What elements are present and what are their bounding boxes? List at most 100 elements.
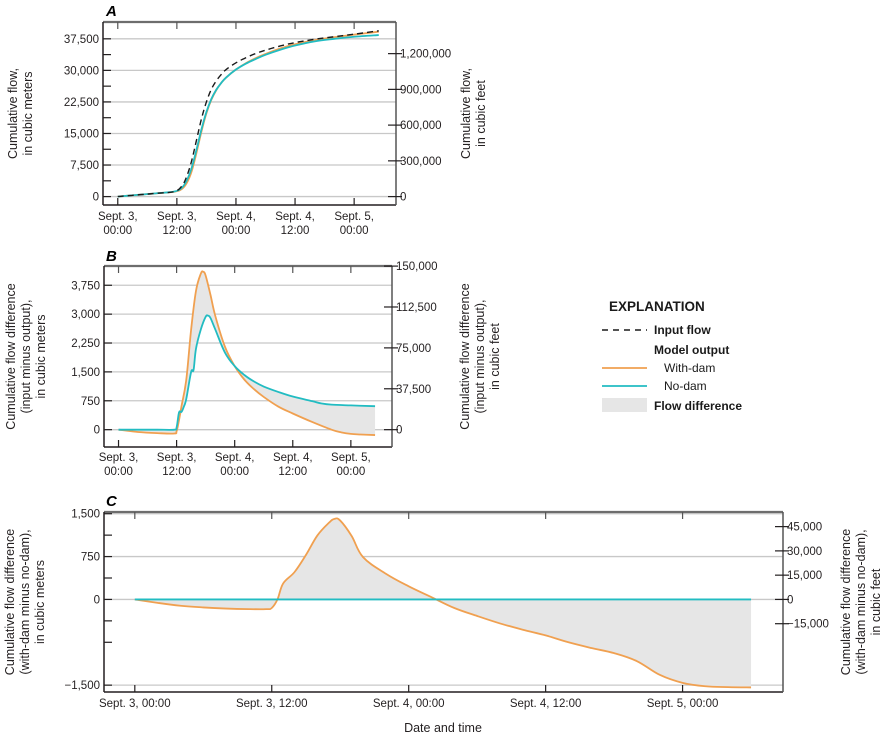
panel-a-x-axis: Sept. 3, 00:00 Sept. 3, 12:00 Sept. 4, 00:00 S… bbox=[98, 22, 374, 237]
x-tick-label: Sept. 3, 12:00 bbox=[236, 698, 308, 710]
y-tick-label-left: 1,500 bbox=[71, 367, 100, 379]
y-axis-title-left: in cubic meters bbox=[21, 71, 35, 155]
x-tick-label: Sept. 3, bbox=[157, 452, 197, 464]
x-tick-label: Sept. 5, bbox=[334, 211, 374, 223]
x-tick-label: 00:00 bbox=[103, 225, 132, 237]
y-tick-label-left: 7,500 bbox=[70, 160, 99, 172]
panel-a-grid bbox=[103, 38, 396, 198]
y-tick-label-left: 750 bbox=[81, 552, 100, 564]
panel-c-y-axis-right: −15,000 0 15,000 30,000 45,000 bbox=[775, 522, 829, 631]
y-tick-label-left: 0 bbox=[94, 425, 100, 437]
y-tick-label-left: 3,000 bbox=[71, 309, 100, 321]
x-tick-label: 00:00 bbox=[104, 466, 133, 478]
y-tick-label-left: 15,000 bbox=[64, 128, 99, 140]
panel-c-y-title-left: Cumulative flow difference (with-dam minu… bbox=[3, 529, 47, 675]
y-axis-title-right: Cumulative flow difference bbox=[839, 529, 853, 675]
x-tick-label: Sept. 4, bbox=[273, 452, 313, 464]
x-tick-label: Sept. 3, bbox=[99, 452, 139, 464]
y-tick-label-right: 150,000 bbox=[396, 261, 438, 273]
panel-c-fills bbox=[134, 518, 752, 688]
x-tick-label: Sept. 5, bbox=[331, 452, 371, 464]
y-tick-label-right: 0 bbox=[787, 594, 793, 606]
panel-a-y-title-left: Cumulative flow, in cubic meters bbox=[6, 68, 35, 159]
y-axis-title-right: in cubic feet bbox=[869, 568, 883, 635]
y-tick-label-right: −15,000 bbox=[787, 619, 829, 631]
x-tick-label: 12:00 bbox=[162, 225, 191, 237]
x-tick-label: 00:00 bbox=[220, 466, 249, 478]
y-axis-title-right: Cumulative flow difference bbox=[458, 283, 472, 429]
x-tick-label: Sept. 4, bbox=[216, 211, 256, 223]
x-tick-label: 12:00 bbox=[281, 225, 310, 237]
panel-c-frame bbox=[103, 510, 784, 693]
y-tick-label-right: 112,500 bbox=[396, 302, 437, 314]
panel-b-x-axis: Sept. 3, 00:00 Sept. 3, 12:00 Sept. 4, 00:00 S… bbox=[99, 266, 371, 478]
legend-model-output-label: Model output bbox=[654, 343, 729, 357]
panel-b: B Sept. 3, 00:00 Sept. 3, 12:00 Sept. 4, 00:0… bbox=[4, 248, 502, 478]
y-tick-label-right: 30,000 bbox=[787, 546, 822, 558]
legend-flow-difference-swatch bbox=[602, 398, 647, 412]
y-tick-label-left: 0 bbox=[94, 594, 100, 606]
legend-input-flow-label: Input flow bbox=[654, 323, 711, 337]
x-tick-label: Sept. 3, bbox=[157, 211, 197, 223]
panel-c-x-axis: Sept. 3, 00:00 Sept. 3, 12:00 Sept. 4, 00:… bbox=[99, 512, 718, 710]
y-tick-label-left: 2,250 bbox=[71, 338, 100, 350]
legend-no-dam-label: No-dam bbox=[664, 379, 707, 393]
x-tick-label: 12:00 bbox=[278, 466, 307, 478]
panel-a-lines bbox=[117, 30, 379, 198]
x-tick-label: 00:00 bbox=[340, 225, 369, 237]
y-tick-label-left: 1,500 bbox=[71, 509, 100, 521]
y-tick-label-left: 22,500 bbox=[64, 97, 99, 109]
y-tick-label-right: 0 bbox=[396, 425, 402, 437]
y-axis-title-right: (input minus output), bbox=[473, 300, 487, 414]
panel-b-label: B bbox=[106, 248, 117, 265]
panel-c-label: C bbox=[106, 493, 118, 510]
panel-c: C Sept. 3, 00:00 Sept. 3, 12:00 Sept. 4, 0… bbox=[3, 493, 883, 710]
panel-b-y-title-left: Cumulative flow difference (input minus o… bbox=[4, 283, 48, 429]
y-axis-title-right: (with-dam minus no-dam), bbox=[854, 529, 868, 674]
panel-b-y-axis-right: 0 37,500 75,000 112,500 150,000 bbox=[384, 261, 438, 437]
y-axis-title-right: Cumulative flow, bbox=[459, 68, 473, 159]
y-axis-title-left: in cubic meters bbox=[34, 314, 48, 398]
x-tick-label: Sept. 4, 00:00 bbox=[373, 698, 445, 710]
series-line-input-flow-a bbox=[117, 30, 379, 198]
flow-difference-area-c bbox=[134, 518, 752, 688]
panel-c-y-title-right: Cumulative flow difference (with-dam minu… bbox=[839, 529, 883, 675]
panel-b-y-title-right: Cumulative flow difference (input minus o… bbox=[458, 283, 502, 429]
panel-a-frame bbox=[102, 20, 397, 206]
x-tick-label: Sept. 5, 00:00 bbox=[647, 698, 719, 710]
legend: EXPLANATION Input flow Model output With… bbox=[602, 299, 742, 413]
y-axis-title-left: (input minus output), bbox=[19, 300, 33, 414]
panel-a-y-axis-right: 0 300,000 600,000 900,000 1,200,000 bbox=[388, 49, 451, 204]
y-axis-title-left: Cumulative flow, bbox=[6, 68, 20, 159]
x-tick-label: 12:00 bbox=[162, 466, 191, 478]
legend-with-dam-label: With-dam bbox=[664, 361, 715, 375]
x-axis-title: Date and time bbox=[404, 721, 482, 735]
y-tick-label-right: 300,000 bbox=[400, 156, 442, 168]
y-tick-label-right: 0 bbox=[400, 192, 406, 204]
y-tick-label-right: 15,000 bbox=[787, 570, 822, 582]
x-tick-label: Sept. 3, bbox=[98, 211, 138, 223]
series-line-no-dam-a bbox=[117, 34, 379, 198]
y-axis-title-left: in cubic meters bbox=[33, 560, 47, 644]
series-line-with-dam-b bbox=[118, 270, 376, 436]
x-tick-label: 00:00 bbox=[222, 225, 251, 237]
legend-flow-difference-label: Flow difference bbox=[654, 399, 742, 413]
y-tick-label-left: −1,500 bbox=[65, 680, 101, 692]
x-tick-label: Sept. 3, 00:00 bbox=[99, 698, 171, 710]
panel-a-y-title-right: Cumulative flow, in cubic feet bbox=[459, 68, 488, 159]
x-tick-label: Sept. 4, 12:00 bbox=[510, 698, 582, 710]
panel-a: A Sept. 3, 00:00 Sept. 3, 12:00 Sept. 4, 00:0… bbox=[6, 3, 488, 237]
panel-b-fills bbox=[118, 271, 376, 436]
series-line-no-dam-b bbox=[118, 314, 376, 431]
y-tick-label-right: 45,000 bbox=[787, 522, 822, 534]
y-tick-label-left: 3,750 bbox=[71, 280, 100, 292]
y-tick-label-left: 30,000 bbox=[64, 65, 99, 77]
legend-title: EXPLANATION bbox=[609, 299, 705, 314]
y-tick-label-right: 37,500 bbox=[396, 384, 431, 396]
y-axis-title-left: Cumulative flow difference bbox=[3, 529, 17, 675]
y-tick-label-right: 1,200,000 bbox=[400, 49, 451, 61]
panel-c-y-axis-left: −1,500 0 750 1,500 bbox=[65, 509, 112, 692]
y-tick-label-right: 900,000 bbox=[400, 84, 442, 96]
x-tick-label: 00:00 bbox=[336, 466, 365, 478]
panel-b-frame bbox=[103, 264, 393, 448]
